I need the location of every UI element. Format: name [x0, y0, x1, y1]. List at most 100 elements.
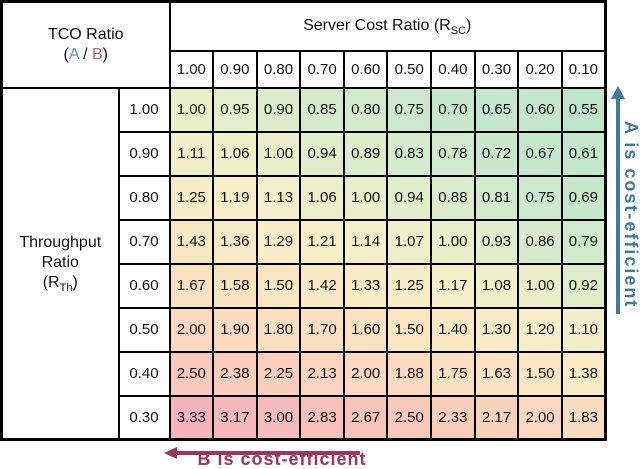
heatmap-cell: 1.50	[517, 350, 563, 397]
heatmap-cell: 0.80	[342, 86, 389, 133]
heatmap-cell: 0.88	[430, 174, 476, 221]
heatmap-cell: 1.50	[386, 306, 433, 353]
heatmap-cell: 3.33	[168, 394, 215, 441]
tco-ratio-title: TCO Ratio	[47, 25, 124, 43]
up-arrow-icon	[611, 86, 625, 314]
rth-close: )	[72, 274, 78, 292]
heatmap-cell: 2.00	[168, 306, 215, 353]
table-row: 0.70 1.43 1.36 1.29 1.21 1.14 1.07 1.00 0.93 0.86…	[2, 218, 607, 265]
server-cost-close: )	[465, 17, 472, 35]
paren-open: (	[63, 45, 69, 63]
heatmap-cell: 2.67	[342, 394, 389, 441]
heatmap-cell: 2.17	[473, 394, 520, 441]
col-header: 1.00	[168, 49, 215, 89]
heatmap-cell: 1.20	[517, 306, 563, 353]
heatmap-cell: 0.86	[517, 218, 563, 265]
row-header: 0.90	[117, 130, 171, 177]
heatmap-cell: 0.83	[386, 130, 433, 177]
header-row-group: TCO Ratio (A / B) Server Cost Ratio (RSC…	[0, 0, 607, 89]
heatmap-cell: 1.40	[430, 306, 476, 353]
col-header: 0.70	[299, 49, 345, 89]
heatmap-cell: 1.00	[517, 262, 563, 309]
heatmap-cell: 2.50	[386, 394, 433, 441]
server-cost-ratio-header: Server Cost Ratio (RSC)	[168, 0, 607, 52]
heatmap-cell: 0.93	[473, 218, 520, 265]
heatmap-cell: 0.67	[517, 130, 563, 177]
heatmap-cell: 2.50	[168, 350, 215, 397]
heatmap-cell: 1.29	[255, 218, 302, 265]
heatmap-cell: 0.89	[342, 130, 389, 177]
heatmap-cell: 0.61	[560, 130, 607, 177]
heatmap-cell: 1.90	[212, 306, 258, 353]
heatmap-cell: 1.00	[255, 130, 302, 177]
table-row: 0.80 1.25 1.19 1.13 1.06 1.00 0.94 0.88 0.81 0.75…	[2, 174, 607, 221]
table-row: 0.90 1.11 1.06 1.00 0.94 0.89 0.83 0.78 0.72 0.67…	[2, 130, 607, 177]
heatmap-cell: 1.36	[212, 218, 258, 265]
col-header: 0.10	[560, 49, 607, 89]
col-header: 0.40	[430, 49, 476, 89]
heatmap-cell: 1.30	[473, 306, 520, 353]
heatmap-cell: 1.50	[255, 262, 302, 309]
heatmap-cell: 1.10	[560, 306, 607, 353]
heatmap-cell: 0.60	[517, 86, 563, 133]
col-header: 0.50	[386, 49, 433, 89]
server-cost-label: Server Cost Ratio (R	[303, 17, 451, 35]
row-header: 0.80	[117, 174, 171, 221]
heatmap-cell: 0.94	[386, 174, 433, 221]
throughput-line2: Ratio	[41, 254, 79, 272]
heatmap-cell: 2.38	[212, 350, 258, 397]
a-cost-efficient-label: A is cost-efficient	[621, 121, 640, 309]
heatmap-cell: 2.33	[430, 394, 476, 441]
heatmap-cell: 1.42	[299, 262, 345, 309]
row-header: 0.50	[117, 306, 171, 353]
left-arrow-icon	[164, 447, 360, 459]
heatmap-cell: 0.69	[560, 174, 607, 221]
heatmap-cell: 1.17	[430, 262, 476, 309]
table-row: 0.50 2.00 1.90 1.80 1.70 1.60 1.50 1.40 1.30 1.20…	[2, 306, 607, 353]
tco-heatmap-table: TCO Ratio (A / B) Server Cost Ratio (RSC…	[0, 0, 607, 441]
heatmap-cell: 0.94	[299, 130, 345, 177]
heatmap-cell: 1.75	[430, 350, 476, 397]
heatmap-cell: 1.70	[299, 306, 345, 353]
heatmap-cell: 1.33	[342, 262, 389, 309]
heatmap-cell: 1.58	[212, 262, 258, 309]
row-header: 1.00	[117, 86, 171, 133]
heatmap-cell: 1.88	[386, 350, 433, 397]
heatmap-cell: 0.85	[299, 86, 345, 133]
heatmap-cell: 0.79	[560, 218, 607, 265]
heatmap-cell: 0.72	[473, 130, 520, 177]
heatmap-cell: 1.19	[212, 174, 258, 221]
heatmap-cell: 1.07	[386, 218, 433, 265]
heatmap-cell: 1.13	[255, 174, 302, 221]
table-row: 0.40 2.50 2.38 2.25 2.13 2.00 1.88 1.75 1.63 1.50…	[2, 350, 607, 397]
heatmap-cell: 1.08	[473, 262, 520, 309]
heatmap-cell: 0.78	[430, 130, 476, 177]
heatmap-cell: 1.80	[255, 306, 302, 353]
heatmap-cell: 1.43	[168, 218, 215, 265]
heatmap-cell: 1.38	[560, 350, 607, 397]
heatmap-cell: 2.00	[342, 350, 389, 397]
row-header: 0.60	[117, 262, 171, 309]
heatmap-cell: 0.70	[430, 86, 476, 133]
table-row: 0.60 1.67 1.58 1.50 1.42 1.33 1.25 1.17 1.08 1.00…	[2, 262, 607, 309]
col-header: 0.90	[212, 49, 258, 89]
heatmap-cell: 0.55	[560, 86, 607, 133]
rth-open: (R	[42, 274, 60, 292]
heatmap-cell: 1.25	[168, 174, 215, 221]
heatmap-cell: 0.92	[560, 262, 607, 309]
heatmap-cell: 2.00	[517, 394, 563, 441]
heatmap-cell: 1.25	[386, 262, 433, 309]
left-arrow-shaft	[174, 451, 360, 455]
heatmap-cell: 0.75	[517, 174, 563, 221]
row-header: 0.70	[117, 218, 171, 265]
col-header: 0.60	[342, 49, 389, 89]
col-header: 0.80	[255, 49, 302, 89]
row-header: 0.30	[117, 394, 171, 441]
heatmap-cell: 1.06	[299, 174, 345, 221]
column-header-row: 1.00 0.90 0.80 0.70 0.60 0.50 0.40 0.30 0.20 0.10	[2, 49, 607, 89]
heatmap-cell: 0.90	[255, 86, 302, 133]
col-header: 0.20	[517, 49, 563, 89]
col-header: 0.30	[473, 49, 520, 89]
a-label: A	[68, 45, 79, 63]
